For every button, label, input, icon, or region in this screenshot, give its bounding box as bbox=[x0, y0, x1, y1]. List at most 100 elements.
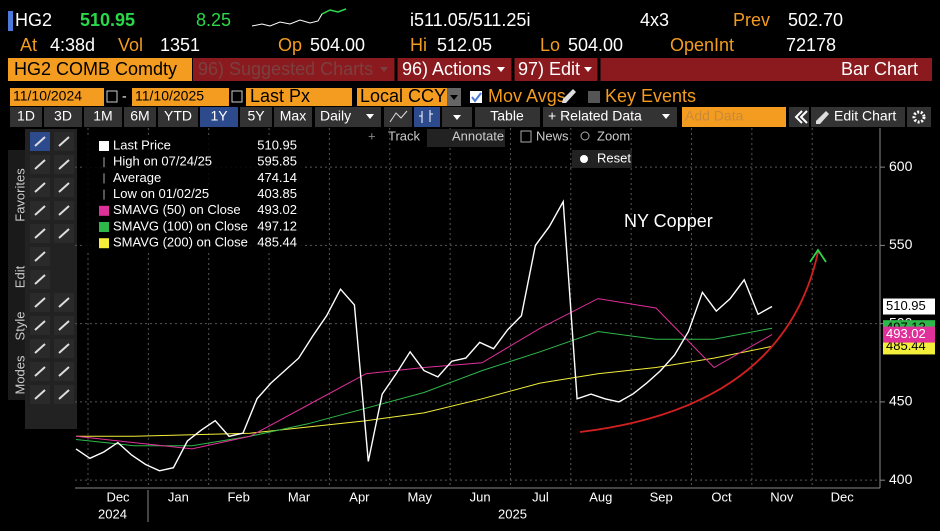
bid-ask: i511.05/511.25i bbox=[410, 10, 530, 30]
add-data-box[interactable] bbox=[682, 107, 786, 127]
end-date[interactable]: 11/10/2025 bbox=[135, 88, 204, 104]
high: 512.05 bbox=[437, 35, 492, 55]
value-tag bbox=[883, 326, 935, 343]
chart-tool[interactable]: Zoom bbox=[597, 128, 630, 143]
side-tab[interactable]: Style bbox=[12, 312, 27, 341]
add-data[interactable]: Add Data bbox=[685, 108, 744, 124]
tool-icon bbox=[58, 159, 70, 170]
period-button[interactable] bbox=[84, 107, 122, 127]
chart-tool[interactable]: News bbox=[536, 128, 569, 143]
related-data-button[interactable] bbox=[543, 107, 677, 127]
bar-icon-button[interactable] bbox=[414, 107, 440, 127]
checkbox[interactable] bbox=[470, 91, 482, 103]
period[interactable]: 3D bbox=[54, 108, 72, 124]
year-label: 2025 bbox=[498, 506, 527, 521]
legend-value: 403.85 bbox=[257, 186, 297, 201]
suggested-charts[interactable]: 96) Suggested Charts bbox=[198, 59, 373, 79]
period[interactable]: 1D bbox=[17, 108, 35, 124]
period[interactable]: 5Y bbox=[247, 108, 265, 124]
table[interactable]: Table bbox=[490, 108, 524, 124]
period-button[interactable] bbox=[44, 107, 82, 127]
period-button[interactable] bbox=[158, 107, 198, 127]
time: 4:38d bbox=[50, 35, 95, 55]
edit-menu[interactable]: 97) Edit bbox=[518, 59, 580, 79]
gear-icon bbox=[912, 110, 926, 124]
side-tab[interactable]: Edit bbox=[12, 265, 27, 288]
side-tab[interactable]: Favorites bbox=[12, 168, 27, 222]
period-button[interactable] bbox=[10, 107, 42, 127]
tool-icon bbox=[34, 320, 46, 331]
year-label: 2024 bbox=[98, 506, 127, 521]
legend-label: Average bbox=[113, 170, 161, 185]
open-interest-label: OpenInt bbox=[670, 35, 734, 55]
period[interactable]: Max bbox=[280, 108, 306, 124]
series-line bbox=[75, 327, 773, 447]
tool-icon bbox=[34, 228, 46, 239]
reset-icon bbox=[580, 155, 588, 163]
frequency-box[interactable] bbox=[315, 107, 381, 127]
edit-chart-button[interactable] bbox=[811, 107, 905, 127]
line-icon-button[interactable] bbox=[384, 107, 412, 127]
series-line bbox=[75, 298, 773, 450]
currency[interactable]: Local CCY bbox=[360, 86, 446, 106]
end-date-box[interactable] bbox=[132, 88, 229, 106]
period-button[interactable] bbox=[200, 107, 238, 127]
settings-button[interactable] bbox=[907, 107, 931, 127]
start-date-box[interactable] bbox=[10, 88, 104, 106]
key-events[interactable]: Key Events bbox=[605, 86, 696, 106]
period-button[interactable] bbox=[240, 107, 272, 127]
chart-tool[interactable]: Reset bbox=[597, 150, 631, 165]
vol: 1351 bbox=[160, 35, 200, 55]
size: 4x3 bbox=[640, 10, 669, 30]
dropdown-arrow bbox=[366, 114, 374, 119]
open-label: Op bbox=[278, 35, 302, 55]
value-tag-label: 493.02 bbox=[886, 326, 926, 341]
calendar-icon[interactable] bbox=[106, 90, 118, 103]
period[interactable]: 1Y bbox=[210, 108, 228, 124]
edit-chart[interactable]: Edit Chart bbox=[834, 108, 896, 124]
annotate-button[interactable] bbox=[427, 129, 505, 147]
table-button[interactable] bbox=[475, 107, 540, 127]
checkbox[interactable] bbox=[588, 91, 600, 103]
plot: 400450500550600DecJanFebMarAprMayJunJulA… bbox=[75, 128, 935, 522]
y-tick-label: 600 bbox=[889, 158, 913, 174]
reset-button[interactable] bbox=[572, 150, 632, 168]
open-interest: 72178 bbox=[786, 35, 836, 55]
period[interactable]: YTD bbox=[164, 108, 192, 124]
vol-label: Vol bbox=[118, 35, 143, 55]
dropdown-arrow bbox=[380, 67, 388, 72]
calendar-icon[interactable] bbox=[231, 90, 243, 103]
security[interactable]: HG2 COMB Comdty bbox=[14, 59, 177, 79]
x-tick-label: Feb bbox=[227, 489, 249, 504]
series-line bbox=[76, 345, 773, 437]
start-date[interactable]: 11/10/2024 bbox=[13, 88, 82, 104]
legend-swatch bbox=[99, 141, 109, 151]
period[interactable]: 1M bbox=[93, 108, 112, 124]
legend-value: 474.14 bbox=[257, 170, 297, 185]
field-box[interactable] bbox=[246, 88, 352, 106]
actions[interactable]: 96) Actions bbox=[402, 59, 491, 79]
security-box[interactable] bbox=[8, 58, 192, 81]
currency-box[interactable] bbox=[357, 88, 447, 106]
track-icon: + bbox=[368, 128, 376, 143]
related-data[interactable]: + Related Data bbox=[548, 108, 642, 124]
mov-avgs[interactable]: Mov Avgs bbox=[488, 86, 566, 106]
open: 504.00 bbox=[310, 35, 365, 55]
frequency[interactable]: Daily bbox=[320, 108, 351, 124]
period-button[interactable] bbox=[124, 107, 156, 127]
legend-value: 493.02 bbox=[257, 202, 297, 217]
chart-tool[interactable]: Track bbox=[388, 128, 421, 143]
y-tick-label: 400 bbox=[889, 471, 913, 487]
period[interactable]: 6M bbox=[130, 108, 149, 124]
x-tick-label: Oct bbox=[711, 489, 732, 504]
period-button[interactable] bbox=[274, 107, 312, 127]
tool-icon bbox=[34, 343, 46, 354]
pencil-icon[interactable] bbox=[562, 89, 576, 103]
chart-tool[interactable]: Annotate bbox=[452, 128, 504, 143]
legend-value: 595.85 bbox=[257, 154, 297, 169]
legend-label: Last Price bbox=[113, 137, 171, 152]
side-tab[interactable]: Modes bbox=[12, 355, 27, 395]
collapse-button[interactable] bbox=[789, 107, 809, 127]
x-tick-label: Nov bbox=[770, 489, 794, 504]
field[interactable]: Last Px bbox=[250, 86, 310, 106]
